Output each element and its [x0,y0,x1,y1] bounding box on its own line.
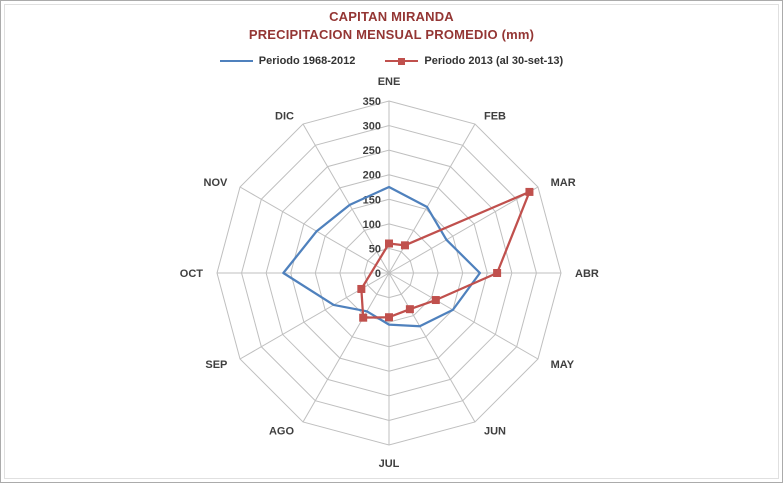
legend-line-sample-red [385,57,419,66]
series-marker-1 [493,269,502,277]
legend-item-periodo-1968-2012: Periodo 1968-2012 [219,55,356,67]
legend-label-periodo-1968-2012: Periodo 1968-2012 [258,55,356,67]
radial-tick-label: 0 [375,268,381,280]
radial-tick-label: 150 [363,194,381,206]
radial-tick-label: 300 [363,121,381,133]
radial-tick-label: 200 [363,170,381,182]
series-marker-1 [385,313,393,322]
grid-spoke [302,272,390,423]
axis-label-abr: ABR [575,268,599,280]
grid-spoke [388,272,539,360]
legend-item-periodo-2013: Periodo 2013 (al 30-set-13) [385,55,563,67]
series-marker-1 [385,239,393,248]
chart-legend: Periodo 1968-2012 Periodo 2013 (al 30-se… [1,55,782,67]
grid-spoke [302,123,390,274]
axis-label-ago: AGO [269,426,295,438]
series-marker-1 [359,313,368,322]
chart-title: CAPITAN MIRANDA PRECIPITACION MENSUAL PR… [1,8,782,44]
legend-line-sample-blue [219,57,253,66]
series-marker-1 [357,284,366,293]
axis-label-may: MAY [551,359,575,371]
axis-label-dic: DIC [275,110,294,122]
axis-label-jul: JUL [379,458,400,470]
legend-label-periodo-2013: Periodo 2013 (al 30-set-13) [424,55,564,67]
series-marker-1 [405,305,414,314]
axis-label-nov: NOV [204,177,229,189]
grid-spoke [388,186,539,274]
series-marker-1 [400,241,409,250]
grid-spoke [388,272,476,423]
radial-tick-label: 250 [363,145,381,157]
radial-tick-label: 100 [363,219,381,231]
axis-label-sep: SEP [205,359,227,371]
axis-label-jun: JUN [484,426,506,438]
series-line-1 [360,190,531,319]
chart-title-line1: CAPITAN MIRANDA [329,9,454,24]
series-marker-1 [525,187,534,196]
axis-label-ene: ENE [378,76,401,88]
grid-spoke [239,186,390,274]
radial-tick-label: 50 [369,243,381,255]
axis-label-oct: OCT [180,268,204,280]
radial-tick-label: 350 [363,96,381,108]
axis-label-feb: FEB [484,110,506,122]
axis-label-mar: MAR [551,177,576,189]
chart-title-line2: PRECIPITACION MENSUAL PROMEDIO (mm) [248,27,535,42]
series-line-0 [282,185,482,328]
series-marker-1 [431,296,440,305]
